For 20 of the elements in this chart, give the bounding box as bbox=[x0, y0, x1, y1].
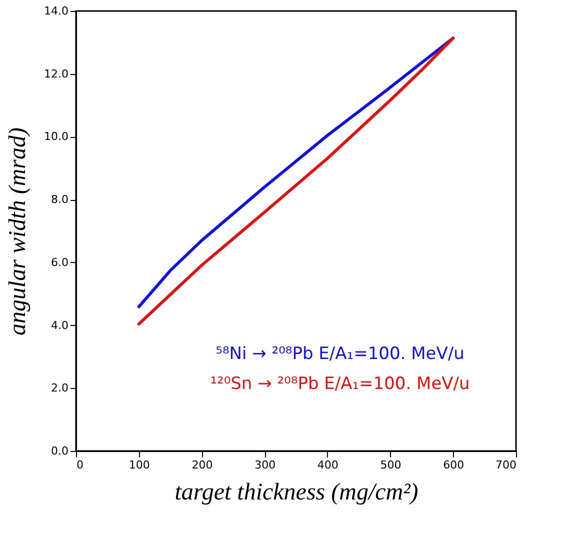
x-tick-label: 400 bbox=[317, 458, 338, 472]
x-axis-title: target thickness (mg/cm²) bbox=[174, 480, 418, 506]
y-tick-label: 12.0 bbox=[44, 67, 68, 80]
y-tick-label: 6.0 bbox=[51, 256, 68, 269]
y-tick-label: 0.0 bbox=[51, 444, 68, 458]
text: ⁵⁸Ni → ²⁰⁸Pb E/A₁=100. MeV/u bbox=[216, 344, 464, 364]
x-tick-label: 0 bbox=[76, 458, 84, 472]
x-tick-label: 300 bbox=[254, 458, 276, 472]
x-tick-label: 500 bbox=[380, 458, 402, 472]
text: ¹²⁰Sn → ²⁰⁸Pb E/A₁=100. MeV/u bbox=[210, 374, 470, 394]
x-tick-label: 700 bbox=[496, 458, 516, 472]
x-tick-label: 100 bbox=[128, 458, 150, 472]
x-tick-label: 200 bbox=[192, 458, 213, 472]
y-axis-title: angular width (mrad) bbox=[5, 127, 32, 336]
y-tick-label: 4.0 bbox=[51, 318, 68, 332]
x-tick-label: 600 bbox=[443, 458, 464, 472]
y-tick-label: 2.0 bbox=[51, 382, 68, 395]
y-tick-label: 8.0 bbox=[51, 193, 68, 206]
y-tick-label: 10.0 bbox=[44, 130, 68, 144]
y-tick-label: 14.0 bbox=[44, 4, 68, 18]
